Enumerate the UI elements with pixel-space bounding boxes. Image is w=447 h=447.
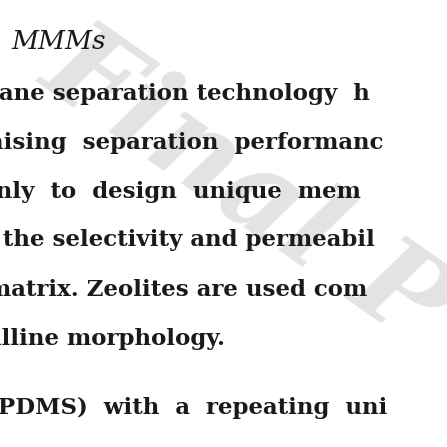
Text: matrix. Zeolites are used com: matrix. Zeolites are used com [0,278,367,301]
Text: , the selectivity and permeabil: , the selectivity and permeabil [0,229,375,252]
Text: nising  separation  performanc: nising separation performanc [0,132,383,154]
Text: inly  to  design  unique  mem: inly to design unique mem [0,181,360,203]
Text: MMMs: MMMs [11,29,105,54]
Text: (PDMS)  with  a  repeating  uni: (PDMS) with a repeating uni [0,396,387,419]
Text: rane separation technology  h: rane separation technology h [0,83,370,105]
Text: Final P: Final P [22,7,447,368]
Text: alline morphology.: alline morphology. [0,328,224,350]
